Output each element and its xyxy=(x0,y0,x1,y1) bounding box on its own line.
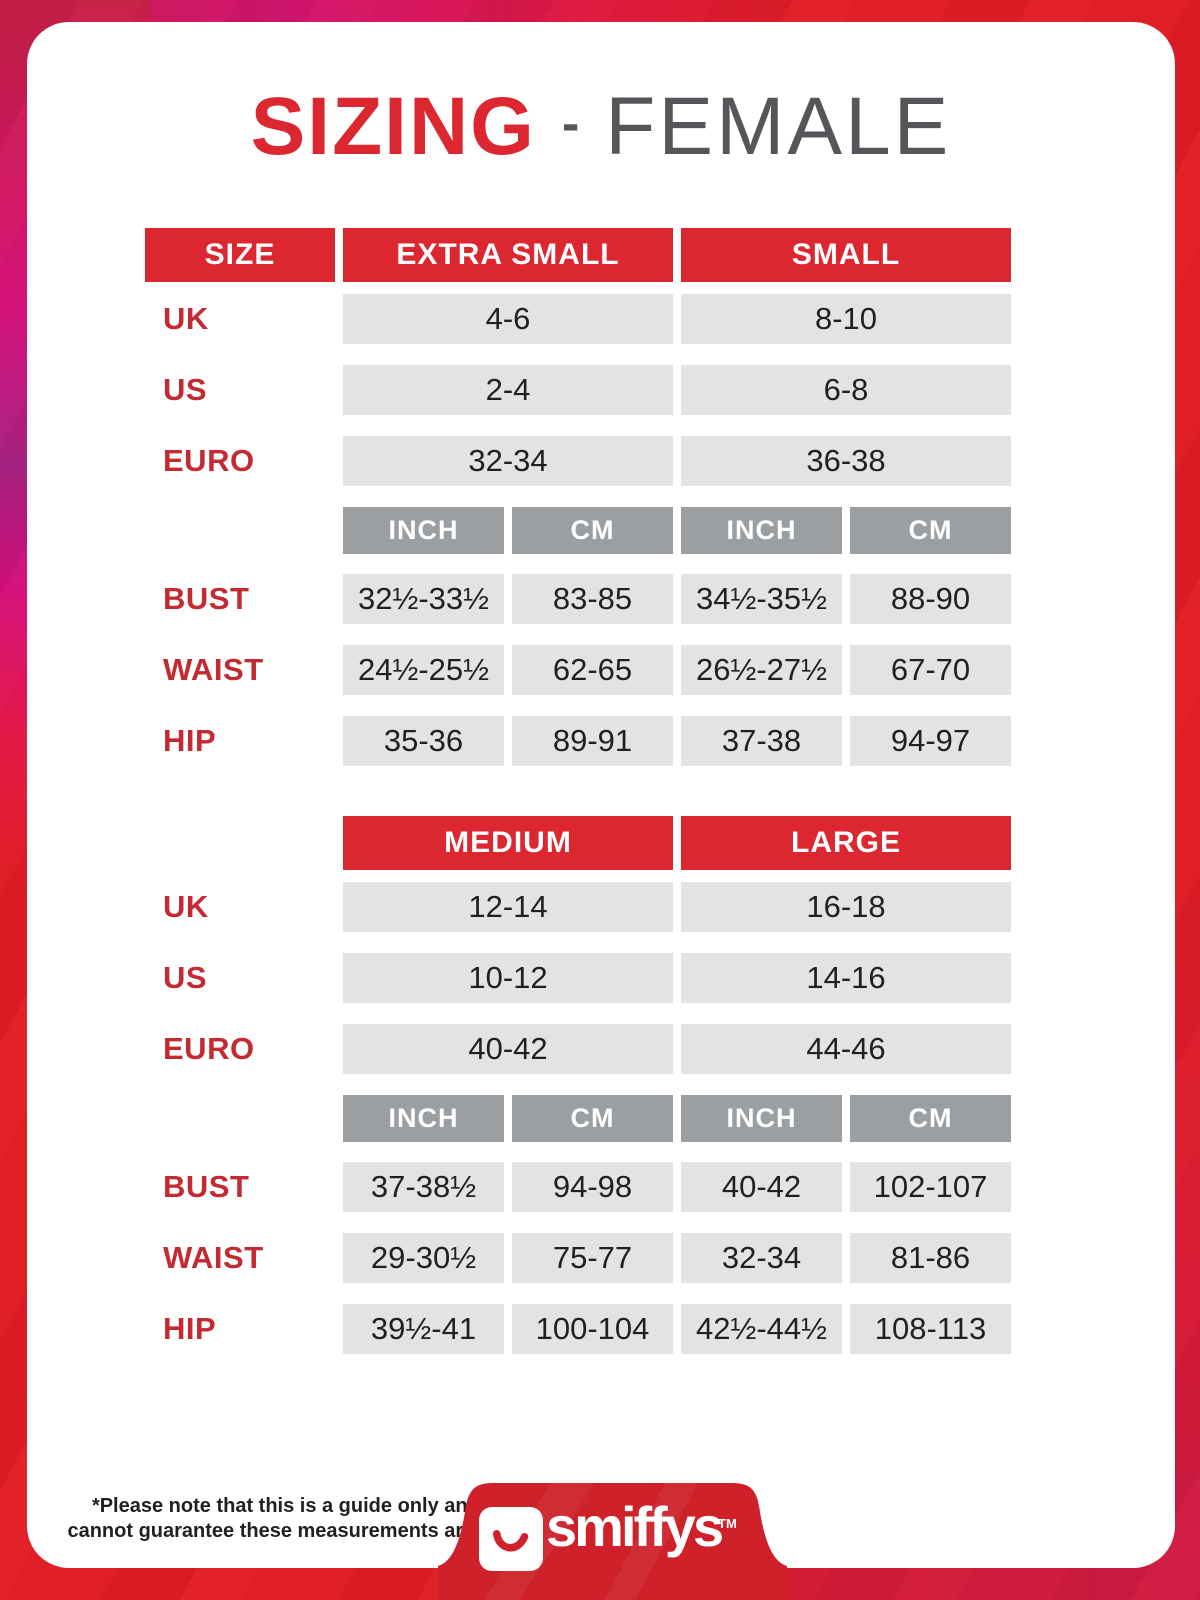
hip-s-cm: 94-97 xyxy=(850,716,1011,766)
table-header-row: MEDIUM LARGE xyxy=(145,816,1015,870)
content-card: SIZING - FEMALE SIZE EXTRA SMALL SMALL U… xyxy=(27,22,1175,1568)
bust-s-inch: 34½-35½ xyxy=(681,574,842,624)
uk-l-value: 16-18 xyxy=(681,882,1011,932)
smiffys-logo-tab: smiffys TM xyxy=(430,1470,800,1600)
bust-xs-cm: 83-85 xyxy=(512,574,673,624)
row-label-uk: UK xyxy=(163,889,209,924)
hip-m-cm: 100-104 xyxy=(512,1304,673,1354)
uk-xs-value: 4-6 xyxy=(343,294,673,344)
us-xs-value: 2-4 xyxy=(343,365,673,415)
waist-l-inch: 32-34 xyxy=(681,1233,842,1283)
table-row-bust: BUST 37-38½ 94-98 40-42 102-107 xyxy=(145,1162,1015,1212)
waist-xs-inch: 24½-25½ xyxy=(343,645,504,695)
page-title: SIZING - FEMALE xyxy=(27,78,1175,176)
bust-l-cm: 102-107 xyxy=(850,1162,1011,1212)
us-l-value: 14-16 xyxy=(681,953,1011,1003)
table-row-waist: WAIST 24½-25½ 62-65 26½-27½ 67-70 xyxy=(145,645,1015,695)
column-header-extra-small: EXTRA SMALL xyxy=(343,228,673,282)
table-row-hip: HIP 35-36 89-91 37-38 94-97 xyxy=(145,716,1015,766)
waist-l-cm: 81-86 xyxy=(850,1233,1011,1283)
unit-row-spacer xyxy=(145,507,343,554)
row-label-hip: HIP xyxy=(163,723,217,758)
row-label-bust: BUST xyxy=(163,1169,250,1204)
column-header-large: LARGE xyxy=(681,816,1011,870)
unit-header-row: INCH CM INCH CM xyxy=(145,1095,1015,1142)
hip-xs-cm: 89-91 xyxy=(512,716,673,766)
unit-row-spacer xyxy=(145,1095,343,1142)
euro-s-value: 36-38 xyxy=(681,436,1011,486)
bust-m-cm: 94-98 xyxy=(512,1162,673,1212)
row-label-euro: EURO xyxy=(163,1031,255,1066)
title-separator: - xyxy=(561,95,580,153)
uk-m-value: 12-14 xyxy=(343,882,673,932)
row-label-hip: HIP xyxy=(163,1311,217,1346)
table-row-waist: WAIST 29-30½ 75-77 32-34 81-86 xyxy=(145,1233,1015,1283)
waist-m-inch: 29-30½ xyxy=(343,1233,504,1283)
unit-header-cm-1: CM xyxy=(512,1095,673,1142)
column-header-medium: MEDIUM xyxy=(343,816,673,870)
row-label-waist: WAIST xyxy=(163,1240,264,1275)
uk-s-value: 8-10 xyxy=(681,294,1011,344)
table-row-euro: EURO 40-42 44-46 xyxy=(145,1024,1015,1074)
us-s-value: 6-8 xyxy=(681,365,1011,415)
title-female: FEMALE xyxy=(605,81,952,172)
unit-header-inch-1: INCH xyxy=(343,1095,504,1142)
hip-m-inch: 39½-41 xyxy=(343,1304,504,1354)
table-row-euro: EURO 32-34 36-38 xyxy=(145,436,1015,486)
size-table-m-l: MEDIUM LARGE UK 12-14 16-18 US 10-12 14-… xyxy=(145,816,1015,1354)
row-label-us: US xyxy=(163,960,208,995)
hip-l-inch: 42½-44½ xyxy=(681,1304,842,1354)
row-label-euro: EURO xyxy=(163,443,255,478)
smile-icon xyxy=(479,1507,543,1571)
trademark-symbol: TM xyxy=(718,1516,737,1531)
row-label-waist: WAIST xyxy=(163,652,264,687)
table-row-uk: UK 4-6 8-10 xyxy=(145,294,1015,344)
size-corner-header: SIZE xyxy=(145,228,335,282)
table-row-bust: BUST 32½-33½ 83-85 34½-35½ 88-90 xyxy=(145,574,1015,624)
table-header-row: SIZE EXTRA SMALL SMALL xyxy=(145,228,1015,282)
smiffys-wordmark: smiffys xyxy=(546,1495,724,1558)
table-row-hip: HIP 39½-41 100-104 42½-44½ 108-113 xyxy=(145,1304,1015,1354)
title-sizing: SIZING xyxy=(250,81,536,172)
disclaimer-note: *Please note that this is a guide only a… xyxy=(67,1495,537,1542)
euro-l-value: 44-46 xyxy=(681,1024,1011,1074)
waist-s-cm: 67-70 xyxy=(850,645,1011,695)
column-header-small: SMALL xyxy=(681,228,1011,282)
euro-m-value: 40-42 xyxy=(343,1024,673,1074)
bust-l-inch: 40-42 xyxy=(681,1162,842,1212)
us-m-value: 10-12 xyxy=(343,953,673,1003)
hip-l-cm: 108-113 xyxy=(850,1304,1011,1354)
row-label-uk: UK xyxy=(163,301,209,336)
unit-header-row: INCH CM INCH CM xyxy=(145,507,1015,554)
table-row-us: US 10-12 14-16 xyxy=(145,953,1015,1003)
bust-m-inch: 37-38½ xyxy=(343,1162,504,1212)
unit-header-cm-2: CM xyxy=(850,1095,1011,1142)
bust-xs-inch: 32½-33½ xyxy=(343,574,504,624)
row-label-us: US xyxy=(163,372,208,407)
row-label-bust: BUST xyxy=(163,581,250,616)
hip-xs-inch: 35-36 xyxy=(343,716,504,766)
euro-xs-value: 32-34 xyxy=(343,436,673,486)
table-row-us: US 2-4 6-8 xyxy=(145,365,1015,415)
unit-header-cm-1: CM xyxy=(512,507,673,554)
unit-header-inch-1: INCH xyxy=(343,507,504,554)
waist-m-cm: 75-77 xyxy=(512,1233,673,1283)
size-table-xs-s: SIZE EXTRA SMALL SMALL UK 4-6 8-10 US 2-… xyxy=(145,228,1015,766)
waist-s-inch: 26½-27½ xyxy=(681,645,842,695)
bust-s-cm: 88-90 xyxy=(850,574,1011,624)
table-row-uk: UK 12-14 16-18 xyxy=(145,882,1015,932)
size-corner-empty xyxy=(145,816,335,870)
unit-header-cm-2: CM xyxy=(850,507,1011,554)
size-tables: SIZE EXTRA SMALL SMALL UK 4-6 8-10 US 2-… xyxy=(145,228,1015,1354)
unit-header-inch-2: INCH xyxy=(681,1095,842,1142)
unit-header-inch-2: INCH xyxy=(681,507,842,554)
hip-s-inch: 37-38 xyxy=(681,716,842,766)
waist-xs-cm: 62-65 xyxy=(512,645,673,695)
